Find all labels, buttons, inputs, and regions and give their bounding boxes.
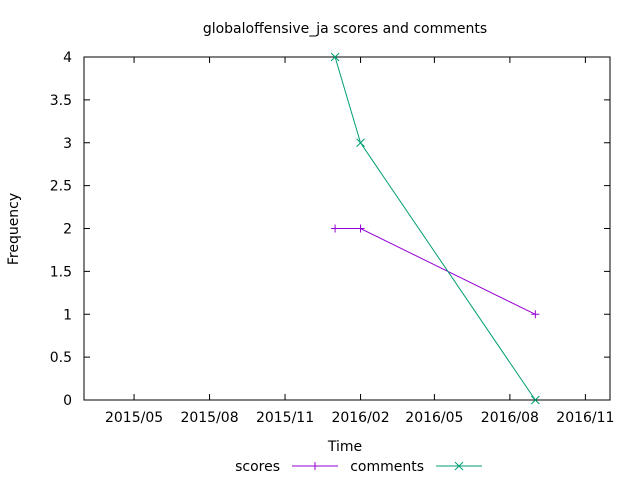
series-comments [330,52,540,405]
x-axis-label: Time [327,439,362,455]
series-line-comments [334,56,536,401]
y-tick-label: 1 [63,307,72,323]
y-tick-label: 0 [63,393,72,409]
x-tick-label: 2015/11 [256,410,314,426]
series-line-scores [335,228,536,315]
legend-label: scores [235,459,280,475]
y-tick-label: 4 [63,50,72,66]
legend-item-comments: comments [350,459,482,475]
x-tick-label: 2015/05 [105,410,163,426]
y-tick-label: 2.5 [50,179,72,195]
y-tick-label: 3.5 [50,93,72,109]
data-point-comments-d2 [356,138,365,148]
x-tick-label: 2016/11 [556,410,614,426]
legend: scores comments [235,459,482,475]
legend-marker-d2 [454,461,464,471]
y-tick-label: 3 [63,136,72,152]
series-layer [330,52,540,405]
x-tick-label: 2015/08 [180,410,238,426]
legend-label: comments [350,459,424,475]
y-axis: 0 0.5 1 1.5 2 2.5 3 3.5 4 [50,50,610,409]
y-tick-label: 1.5 [50,264,72,280]
y-tick-label: 0.5 [50,350,72,366]
series-scores [331,224,540,319]
legend-item-scores: scores [235,459,338,475]
y-tick-label: 2 [63,222,72,238]
x-tick-label: 2016/08 [481,410,539,426]
y-axis-label: Frequency [6,193,22,265]
x-tick-label: 2016/02 [331,410,389,426]
data-point-comments-d2 [530,395,540,405]
chart-title: globaloffensive_ja scores and comments [203,21,487,37]
x-tick-label: 2016/05 [405,410,463,426]
x-axis: 2015/05 2015/08 2015/11 2016/02 2016/05 2016/… [105,57,614,426]
data-point-comments-d2 [330,52,340,62]
